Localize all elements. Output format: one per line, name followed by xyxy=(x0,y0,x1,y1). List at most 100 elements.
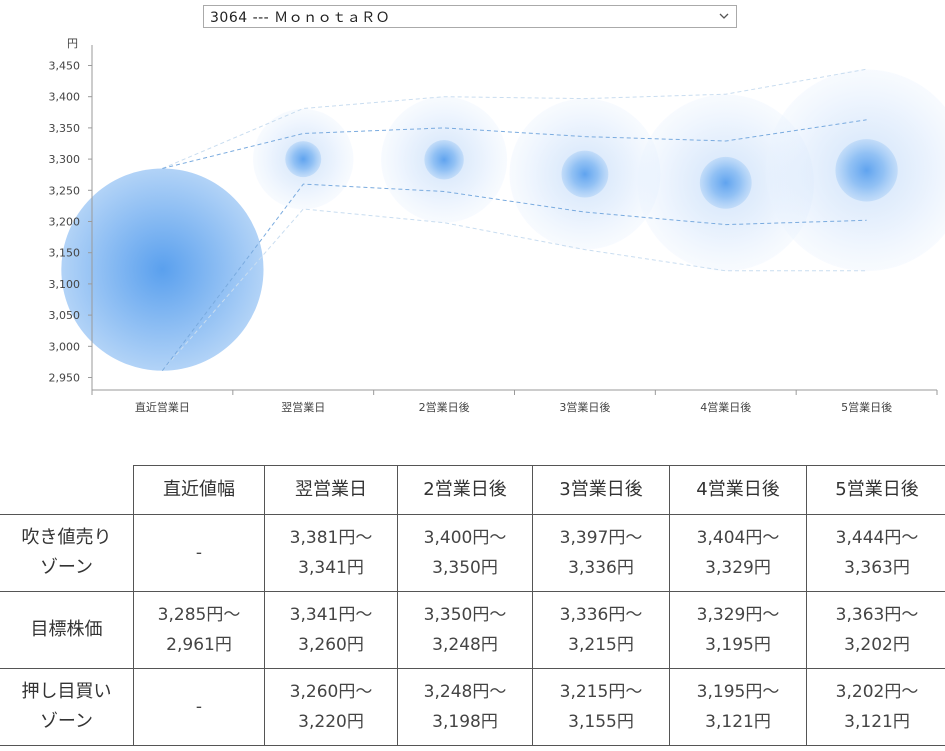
y-tick-label: 3,250 xyxy=(49,184,81,197)
cell-value: 3,350円 xyxy=(432,558,498,578)
table-cell: - xyxy=(133,668,265,746)
y-tick-label: 3,050 xyxy=(49,309,81,322)
row-label: 目標株価 xyxy=(0,591,134,669)
cell-value: 3,404円～ xyxy=(696,528,780,548)
stock-selector[interactable]: 3064 --- ＭｏｎｏｔａＲＯ xyxy=(203,5,737,28)
cell-value: 3,363円 xyxy=(844,558,910,578)
table-header-row: 直近値幅 翌営業日 2営業日後 3営業日後 4営業日後 5営業日後 xyxy=(0,465,945,515)
x-tick-label: 3営業日後 xyxy=(559,400,610,414)
cell-value: 3,397円～ xyxy=(559,528,643,548)
y-tick-label: 3,300 xyxy=(49,153,81,166)
forecast-table: 直近値幅 翌営業日 2営業日後 3営業日後 4営業日後 5営業日後吹き値売りゾーン - 3,3… xyxy=(0,465,945,746)
x-tick-label: 2営業日後 xyxy=(419,400,470,414)
table-cell: 3,195円～ 3,121円 xyxy=(669,668,807,746)
table-cell: 3,329円～ 3,195円 xyxy=(669,591,807,669)
row-label-line: 吹き値売り xyxy=(21,527,112,548)
bubble-core-5 xyxy=(835,139,898,202)
column-header: 直近値幅 xyxy=(133,465,265,515)
row-label: 吹き値売り ゾーン xyxy=(0,514,134,592)
row-label-line: 目標株価 xyxy=(30,619,103,640)
cell-value: 3,329円～ xyxy=(696,605,780,625)
x-tick-label: 4営業日後 xyxy=(700,400,751,414)
row-label-line: 押し目買い xyxy=(21,681,112,702)
table-cell: 3,400円～ 3,350円 xyxy=(397,514,533,592)
cell-value: 3,195円 xyxy=(705,635,771,655)
cell-value: 3,198円 xyxy=(432,712,498,732)
cell-value: 3,329円 xyxy=(705,558,771,578)
table-row: 押し目買いゾーン - 3,260円～ 3,220円 3,248円～ 3,198円 3,215… xyxy=(0,668,945,746)
stock-selector-value: 3064 --- ＭｏｎｏｔａＲＯ xyxy=(210,9,391,26)
table-cell: 3,350円～ 3,248円 xyxy=(397,591,533,669)
table-cell: 3,215円～ 3,155円 xyxy=(532,668,670,746)
table-corner-cell xyxy=(0,465,134,515)
y-tick-label: 3,100 xyxy=(49,278,81,291)
cell-value: 3,202円 xyxy=(844,635,910,655)
cell-value: 3,336円～ xyxy=(559,605,643,625)
table-cell: 3,363円～ 3,202円 xyxy=(806,591,945,669)
sell-zone-line xyxy=(162,68,867,169)
table-cell: 3,260円～ 3,220円 xyxy=(264,668,398,746)
table-cell: 3,341円～ 3,260円 xyxy=(264,591,398,669)
cell-value: 3,248円 xyxy=(432,635,498,655)
cell-value: 3,444円～ xyxy=(835,528,919,548)
cell-value: 3,400円～ xyxy=(423,528,507,548)
table-cell: 3,444円～ 3,363円 xyxy=(806,514,945,592)
table-row: 目標株価 3,285円～ 2,961円 3,341円～ 3,260円 3,350円～ 3,2… xyxy=(0,591,945,669)
range-lines-layer xyxy=(162,68,867,372)
cell-value: 3,215円～ xyxy=(559,682,643,702)
y-axis-unit: 円 xyxy=(67,38,78,50)
cell-value: 3,195円～ xyxy=(696,682,780,702)
column-header: 5営業日後 xyxy=(806,465,945,515)
cell-value: 3,260円～ xyxy=(289,682,373,702)
column-header: 翌営業日 xyxy=(264,465,398,515)
cell-value: 3,155円 xyxy=(568,712,634,732)
axes: 円 2,950 3,000 3,050 3,100 3,150 3,200 3,250 3,30… xyxy=(49,38,938,414)
bubble-core-3 xyxy=(561,150,609,198)
y-tick-label: 2,950 xyxy=(49,372,81,385)
table-cell: 3,285円～ 2,961円 xyxy=(133,591,265,669)
cell-value: 3,285円～ xyxy=(157,605,241,625)
y-tick-label: 3,150 xyxy=(49,247,81,260)
cell-value: 3,336円 xyxy=(568,558,634,578)
table-cell: 3,202円～ 3,121円 xyxy=(806,668,945,746)
bubble-core-1 xyxy=(285,141,322,178)
y-tick-label: 3,350 xyxy=(49,122,81,135)
cell-value: 3,121円 xyxy=(844,712,910,732)
cell-value: 3,121円 xyxy=(705,712,771,732)
table-cell: 3,336円～ 3,215円 xyxy=(532,591,670,669)
buy-zone-line xyxy=(162,208,867,372)
table-row: 吹き値売りゾーン - 3,381円～ 3,341円 3,400円～ 3,350円 3,397… xyxy=(0,514,945,592)
target-low-line xyxy=(162,183,867,372)
cell-value: 2,961円 xyxy=(166,635,232,655)
row-label-line: ゾーン xyxy=(39,557,94,578)
table-cell: 3,404円～ 3,329円 xyxy=(669,514,807,592)
cell-value: - xyxy=(195,543,203,563)
bubbles-layer xyxy=(61,69,945,371)
y-tick-label: 3,200 xyxy=(49,216,81,229)
column-header: 2営業日後 xyxy=(397,465,533,515)
x-tick-label: 5営業日後 xyxy=(841,400,892,414)
bubble-core-0 xyxy=(61,168,264,371)
y-tick-label: 3,000 xyxy=(49,340,81,353)
cell-value: 3,260円 xyxy=(298,635,364,655)
bubble-core-4 xyxy=(699,156,752,209)
cell-value: 3,381円～ xyxy=(289,528,373,548)
forecast-chart: 円 2,950 3,000 3,050 3,100 3,150 3,200 3,250 3,30… xyxy=(49,38,945,414)
row-label-line: ゾーン xyxy=(39,711,94,732)
cell-value: - xyxy=(195,697,203,717)
y-tick-label: 3,400 xyxy=(49,91,81,104)
cell-value: 3,220円 xyxy=(298,712,364,732)
table-cell: 3,397円～ 3,336円 xyxy=(532,514,670,592)
cell-value: 3,248円～ xyxy=(423,682,507,702)
table-cell: - xyxy=(133,514,265,592)
bubble-core-2 xyxy=(424,139,464,180)
cell-value: 3,363円～ xyxy=(835,605,919,625)
cell-value: 3,202円～ xyxy=(835,682,919,702)
cell-value: 3,341円 xyxy=(298,558,364,578)
column-header: 4営業日後 xyxy=(669,465,807,515)
row-label: 押し目買い ゾーン xyxy=(0,668,134,746)
x-tick-label: 翌営業日 xyxy=(281,400,325,414)
table-cell: 3,381円～ 3,341円 xyxy=(264,514,398,592)
cell-value: 3,350円～ xyxy=(423,605,507,625)
table-cell: 3,248円～ 3,198円 xyxy=(397,668,533,746)
